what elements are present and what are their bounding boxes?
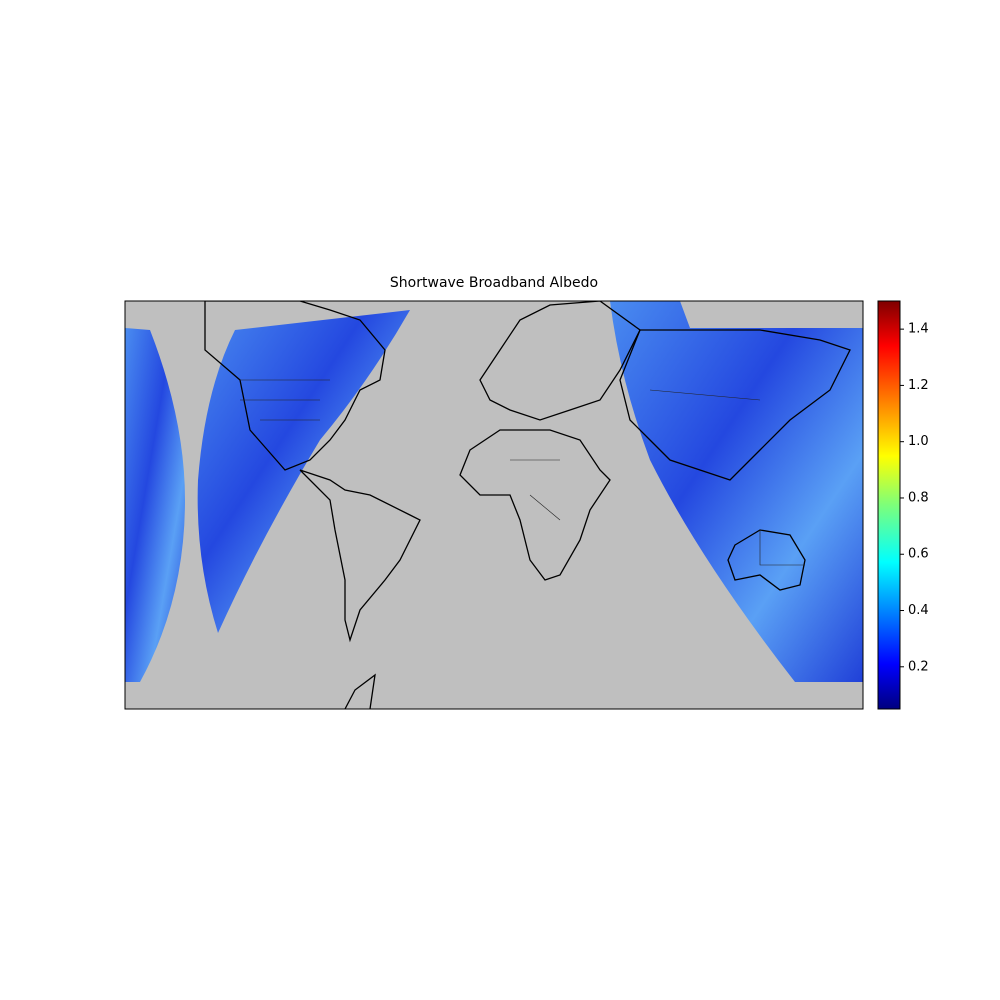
colorbar-tick-label: 0.6 <box>908 547 929 562</box>
satellite-swath <box>610 301 863 682</box>
satellite-swath <box>197 310 410 633</box>
map <box>125 301 863 709</box>
colorbar-tick-label: 0.8 <box>908 490 929 505</box>
chart-title: Shortwave Broadband Albedo <box>390 275 598 291</box>
colorbar <box>877 300 901 710</box>
coastline <box>344 673 376 709</box>
colorbar-tick-label: 1.2 <box>908 378 929 393</box>
coastline <box>299 469 421 643</box>
map-frame <box>124 300 864 710</box>
colorbar-tick-label: 0.2 <box>908 659 929 674</box>
coastline <box>479 301 641 421</box>
colorbar-tick-label: 1.0 <box>908 434 929 449</box>
colorbar-tick-label: 0.4 <box>908 603 929 618</box>
satellite-swath <box>125 328 185 682</box>
country-border <box>240 379 805 566</box>
coastline <box>727 529 806 591</box>
colorbar-tick-label: 1.4 <box>908 322 929 337</box>
coastline <box>619 329 851 481</box>
coastline <box>459 429 611 581</box>
coastline <box>204 301 386 471</box>
